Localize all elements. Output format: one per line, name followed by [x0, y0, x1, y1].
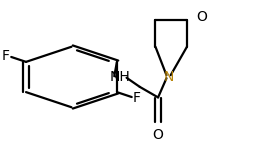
Text: NH: NH	[110, 70, 130, 84]
Text: N: N	[163, 70, 174, 84]
Text: F: F	[2, 49, 10, 63]
Text: O: O	[153, 128, 163, 142]
Text: O: O	[196, 10, 207, 24]
Text: F: F	[133, 91, 141, 105]
